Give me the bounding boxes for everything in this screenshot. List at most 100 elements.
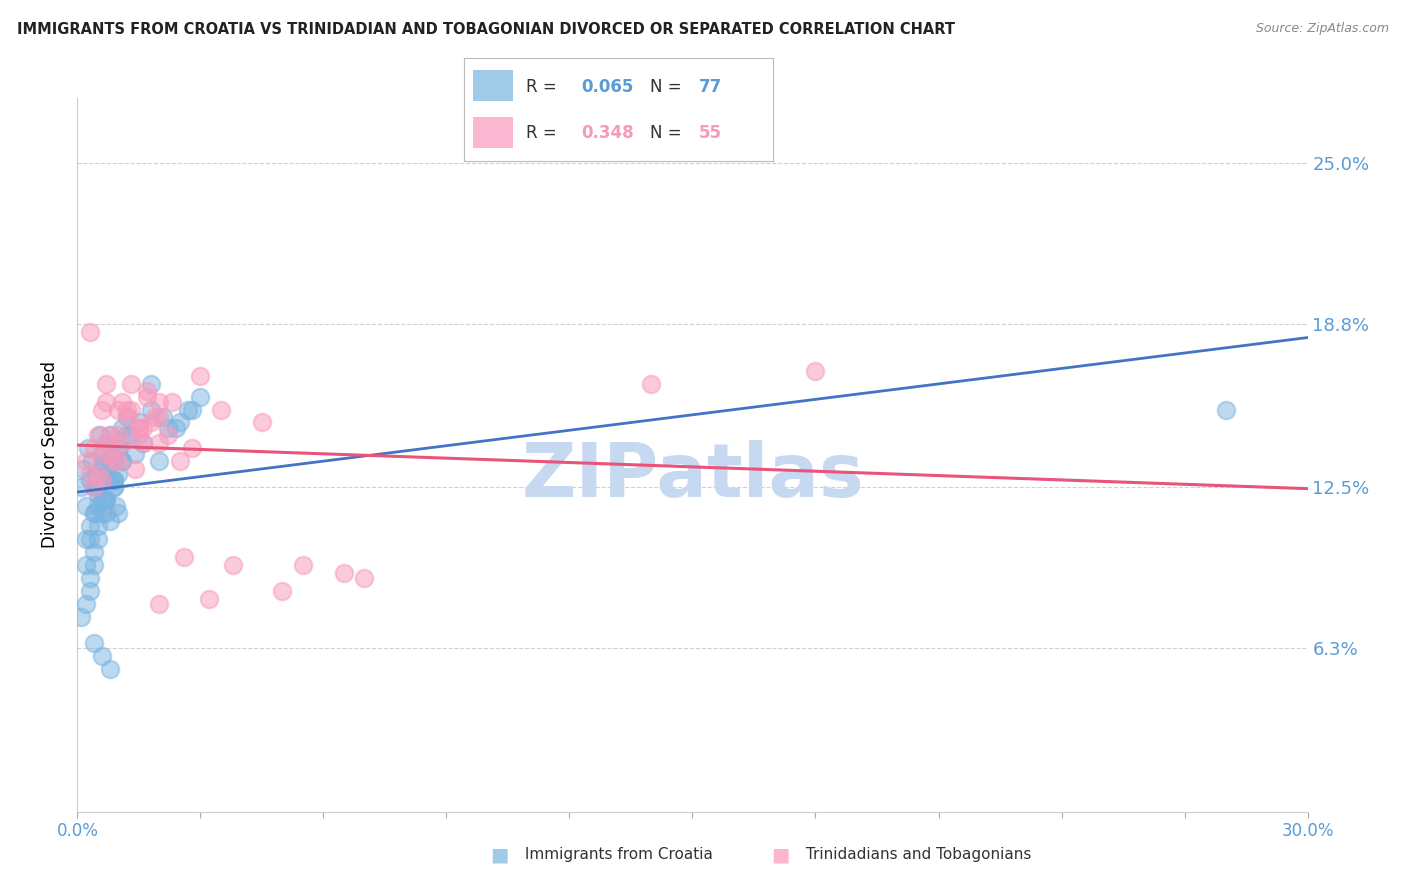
Point: [120, 376, 142, 391]
Point: [156, 420, 179, 434]
Point: [107, 428, 129, 442]
Text: 0.348: 0.348: [582, 124, 634, 142]
Point: [128, 420, 150, 434]
Point: [105, 499, 128, 513]
Point: [97, 467, 120, 482]
Point: [103, 480, 125, 494]
Y-axis label: Divorced or Separated: Divorced or Separated: [41, 361, 59, 549]
Point: [75, 499, 97, 513]
Point: [76, 442, 98, 456]
Point: [94, 394, 117, 409]
Point: [148, 410, 170, 425]
Point: [188, 368, 212, 383]
Point: [128, 420, 150, 434]
Point: [132, 436, 155, 450]
Point: [103, 473, 125, 487]
Point: [87, 428, 110, 442]
Point: [72, 462, 94, 476]
Point: [83, 636, 105, 650]
Point: [79, 467, 101, 482]
Point: [79, 325, 101, 339]
Point: [98, 442, 121, 456]
Point: [94, 376, 117, 391]
Point: [87, 533, 110, 547]
Point: [90, 447, 114, 461]
Text: Immigrants from Croatia: Immigrants from Croatia: [520, 847, 713, 862]
Point: [169, 454, 191, 468]
Point: [120, 402, 142, 417]
Point: [141, 402, 163, 417]
Point: [128, 428, 150, 442]
Point: [115, 402, 138, 417]
Point: [98, 436, 121, 450]
Point: [169, 416, 191, 430]
Point: [804, 363, 827, 377]
Point: [107, 402, 129, 417]
Point: [181, 402, 204, 417]
Point: [107, 506, 129, 520]
Point: [70, 610, 93, 624]
Point: [101, 473, 124, 487]
Point: [87, 499, 110, 513]
Point: [94, 436, 117, 450]
FancyBboxPatch shape: [474, 70, 513, 101]
Point: [132, 420, 155, 434]
Point: [111, 394, 134, 409]
Point: [98, 447, 121, 461]
Point: [197, 591, 219, 606]
Text: N =: N =: [650, 124, 686, 142]
Point: [160, 394, 183, 409]
Point: [222, 558, 245, 573]
Point: [98, 428, 121, 442]
Point: [640, 376, 662, 391]
Point: [177, 402, 200, 417]
Point: [83, 480, 105, 494]
Point: [90, 506, 114, 520]
Point: [111, 436, 134, 450]
Point: [333, 566, 356, 580]
Point: [98, 447, 121, 461]
Text: ■: ■: [770, 845, 790, 864]
Point: [94, 506, 117, 520]
Point: [83, 480, 105, 494]
Point: [83, 506, 105, 520]
Point: [111, 454, 134, 468]
Point: [115, 428, 138, 442]
Point: [75, 454, 97, 468]
Point: [94, 467, 117, 482]
Point: [87, 488, 110, 502]
Point: [90, 648, 114, 663]
Point: [1215, 402, 1237, 417]
Point: [148, 454, 170, 468]
Point: [209, 402, 232, 417]
Text: ZIPatlas: ZIPatlas: [522, 440, 863, 513]
Point: [70, 480, 93, 494]
Text: ■: ■: [489, 845, 509, 864]
Text: N =: N =: [650, 78, 686, 95]
Point: [107, 442, 129, 456]
Point: [353, 571, 375, 585]
Point: [98, 514, 121, 528]
Point: [79, 533, 101, 547]
Point: [87, 519, 110, 533]
Point: [80, 454, 103, 468]
Point: [115, 410, 138, 425]
Point: [111, 420, 134, 434]
Point: [152, 410, 174, 425]
Point: [79, 571, 101, 585]
Point: [291, 558, 314, 573]
Point: [103, 454, 125, 468]
Point: [90, 454, 114, 468]
Point: [250, 416, 273, 430]
Point: [103, 480, 125, 494]
Text: 0.065: 0.065: [582, 78, 634, 95]
Point: [90, 493, 114, 508]
Point: [93, 493, 115, 508]
Point: [103, 454, 125, 468]
Point: [107, 454, 129, 468]
Point: [98, 428, 121, 442]
Text: R =: R =: [526, 124, 562, 142]
Text: 55: 55: [699, 124, 723, 142]
Point: [132, 436, 155, 450]
Point: [120, 428, 142, 442]
